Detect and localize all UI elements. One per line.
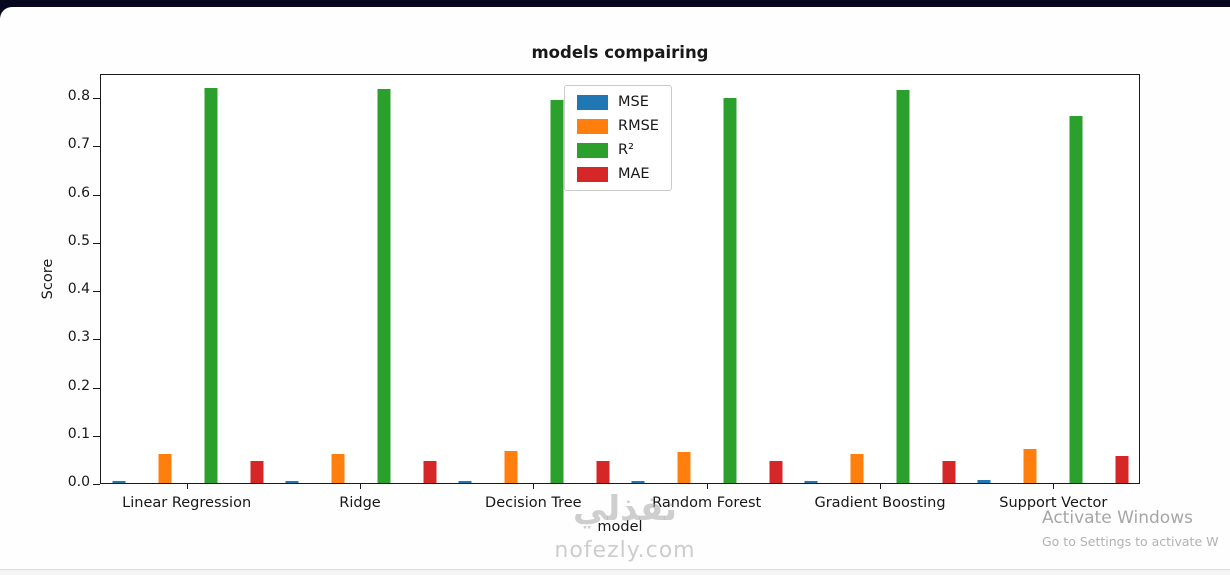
- bar-RMSE-Gradient Boosting: [850, 453, 863, 483]
- y-tick-mark: [93, 387, 100, 389]
- y-tick-label: 0.5: [67, 232, 90, 249]
- y-tick-mark: [93, 194, 100, 196]
- bar-RMSE-Ridge: [331, 453, 344, 483]
- bar-MAE-Decision Tree: [596, 461, 609, 483]
- x-tick-label: Random Forest: [652, 495, 762, 511]
- legend-label: MSE: [618, 94, 649, 110]
- y-tick-mark: [93, 484, 100, 485]
- legend-swatch-icon: [577, 142, 608, 158]
- y-tick-label: 0.3: [67, 329, 90, 346]
- y-tick-label: 0.0: [67, 474, 90, 490]
- x-tick-label: Support Vector: [999, 495, 1108, 511]
- legend-label: MAE: [618, 166, 650, 182]
- bars-layer: [101, 75, 1139, 483]
- x-tick-label: Ridge: [339, 495, 381, 511]
- bar-group: [631, 98, 782, 483]
- bar-group: [804, 89, 955, 483]
- legend-label: RMSE: [618, 118, 659, 134]
- y-tick-mark: [93, 242, 100, 244]
- bar-R²-Decision Tree: [550, 99, 563, 483]
- legend-row: RMSE: [577, 118, 659, 134]
- bottom-edge: [0, 569, 1230, 575]
- bar-R²-Support Vector: [1069, 116, 1082, 483]
- bar-RMSE-Linear Regression: [158, 453, 171, 483]
- y-tick-mark: [93, 291, 100, 293]
- x-tick-mark: [186, 484, 188, 489]
- bar-MSE-Support Vector: [977, 480, 990, 483]
- y-tick-label: 0.6: [67, 184, 90, 201]
- bar-RMSE-Decision Tree: [504, 450, 517, 483]
- bar-MSE-Decision Tree: [458, 480, 471, 483]
- bar-group: [458, 99, 609, 483]
- bar-group: [285, 89, 436, 483]
- bar-group: [977, 116, 1128, 483]
- x-tick-mark: [706, 484, 708, 489]
- legend-label: R²: [618, 142, 634, 158]
- y-tick-mark: [93, 146, 100, 148]
- chart-page: models compairing Score MSE RMSE R² MAE 0.0…: [0, 7, 1230, 575]
- x-tick-mark: [1053, 484, 1055, 489]
- watermark-arabic-text: نفذلي: [572, 489, 678, 529]
- y-tick-mark: [93, 339, 100, 341]
- y-tick-mark: [93, 435, 100, 437]
- chart-title: models compairing: [531, 43, 709, 62]
- x-tick-mark: [533, 484, 535, 489]
- y-tick-label: 0.2: [67, 377, 90, 394]
- bar-RMSE-Support Vector: [1023, 448, 1036, 483]
- bar-MSE-Gradient Boosting: [804, 480, 817, 483]
- bar-MAE-Gradient Boosting: [942, 461, 955, 483]
- legend-row: R²: [577, 142, 659, 158]
- legend: MSE RMSE R² MAE: [564, 85, 672, 191]
- bar-group: [112, 88, 263, 483]
- y-tick-mark: [93, 98, 100, 100]
- bar-R²-Ridge: [377, 89, 390, 483]
- bar-R²-Linear Regression: [204, 88, 217, 483]
- legend-swatch-icon: [577, 166, 608, 182]
- bar-R²-Gradient Boosting: [896, 89, 909, 483]
- x-tick-mark: [880, 484, 881, 489]
- activate-windows-subtext: Go to Settings to activate W: [1042, 534, 1219, 549]
- bar-MSE-Linear Regression: [112, 480, 125, 483]
- bar-MAE-Support Vector: [1115, 455, 1128, 483]
- legend-swatch-icon: [577, 94, 608, 110]
- y-tick-label: 0.7: [67, 136, 90, 153]
- bar-MAE-Random Forest: [769, 461, 782, 483]
- y-tick-label: 0.4: [67, 281, 90, 298]
- legend-row: MSE: [577, 94, 659, 110]
- bar-MAE-Linear Regression: [250, 461, 263, 483]
- bar-RMSE-Random Forest: [677, 452, 690, 483]
- x-tick-mark: [360, 484, 361, 489]
- bar-R²-Random Forest: [723, 98, 736, 483]
- legend-swatch-icon: [577, 118, 608, 134]
- activate-windows-text: Activate Windows: [1042, 508, 1193, 528]
- bar-MSE-Random Forest: [631, 480, 644, 483]
- x-axis-label: model: [597, 519, 643, 535]
- x-tick-label: Linear Regression: [122, 495, 252, 511]
- x-tick-label: Decision Tree: [485, 495, 582, 511]
- x-tick-label: Gradient Boosting: [814, 495, 946, 511]
- y-tick-label: 0.8: [67, 88, 90, 105]
- bar-MAE-Ridge: [423, 461, 436, 483]
- y-tick-label: 0.1: [67, 425, 90, 442]
- plot-area: MSE RMSE R² MAE: [100, 74, 1140, 484]
- watermark-site-text: nofezly.com: [554, 538, 696, 563]
- bar-MSE-Ridge: [285, 480, 298, 483]
- legend-row: MAE: [577, 166, 659, 182]
